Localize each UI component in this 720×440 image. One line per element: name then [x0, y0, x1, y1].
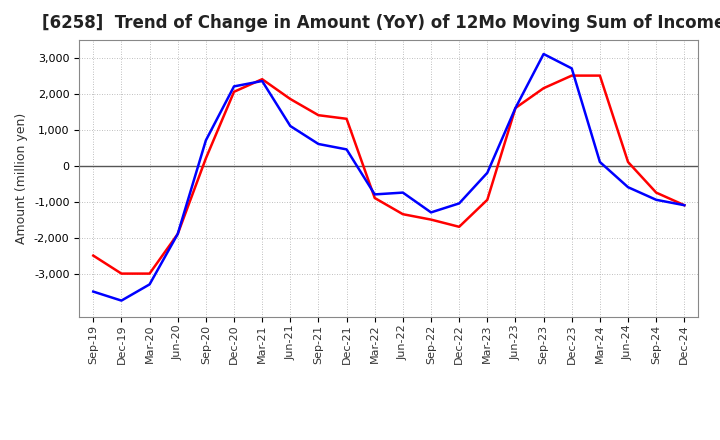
Ordinary Income: [539, 51, 548, 57]
Ordinary Income: [427, 210, 436, 215]
Ordinary Income: [286, 123, 294, 128]
Ordinary Income: [314, 141, 323, 147]
Net Income: [145, 271, 154, 276]
Ordinary Income: [342, 147, 351, 152]
Net Income: [567, 73, 576, 78]
Net Income: [680, 202, 688, 208]
Ordinary Income: [455, 201, 464, 206]
Ordinary Income: [483, 170, 492, 176]
Ordinary Income: [145, 282, 154, 287]
Net Income: [230, 89, 238, 95]
Net Income: [117, 271, 126, 276]
Net Income: [624, 159, 632, 165]
Net Income: [539, 85, 548, 91]
Net Income: [652, 190, 660, 195]
Ordinary Income: [89, 289, 98, 294]
Ordinary Income: [174, 231, 182, 237]
Ordinary Income: [258, 78, 266, 84]
Ordinary Income: [624, 184, 632, 190]
Ordinary Income: [595, 159, 604, 165]
Net Income: [89, 253, 98, 258]
Net Income: [174, 231, 182, 237]
Net Income: [455, 224, 464, 229]
Y-axis label: Amount (million yen): Amount (million yen): [15, 113, 28, 244]
Ordinary Income: [370, 192, 379, 197]
Ordinary Income: [117, 298, 126, 303]
Ordinary Income: [202, 138, 210, 143]
Net Income: [258, 77, 266, 82]
Net Income: [286, 96, 294, 102]
Net Income: [202, 156, 210, 161]
Net Income: [342, 116, 351, 121]
Net Income: [511, 105, 520, 110]
Ordinary Income: [680, 202, 688, 208]
Title: [6258]  Trend of Change in Amount (YoY) of 12Mo Moving Sum of Incomes: [6258] Trend of Change in Amount (YoY) o…: [42, 15, 720, 33]
Ordinary Income: [230, 84, 238, 89]
Net Income: [399, 212, 408, 217]
Net Income: [595, 73, 604, 78]
Net Income: [370, 195, 379, 201]
Line: Net Income: Net Income: [94, 76, 684, 274]
Net Income: [427, 217, 436, 222]
Ordinary Income: [652, 197, 660, 202]
Line: Ordinary Income: Ordinary Income: [94, 54, 684, 301]
Ordinary Income: [511, 105, 520, 110]
Ordinary Income: [567, 66, 576, 71]
Ordinary Income: [399, 190, 408, 195]
Net Income: [483, 197, 492, 202]
Net Income: [314, 113, 323, 118]
